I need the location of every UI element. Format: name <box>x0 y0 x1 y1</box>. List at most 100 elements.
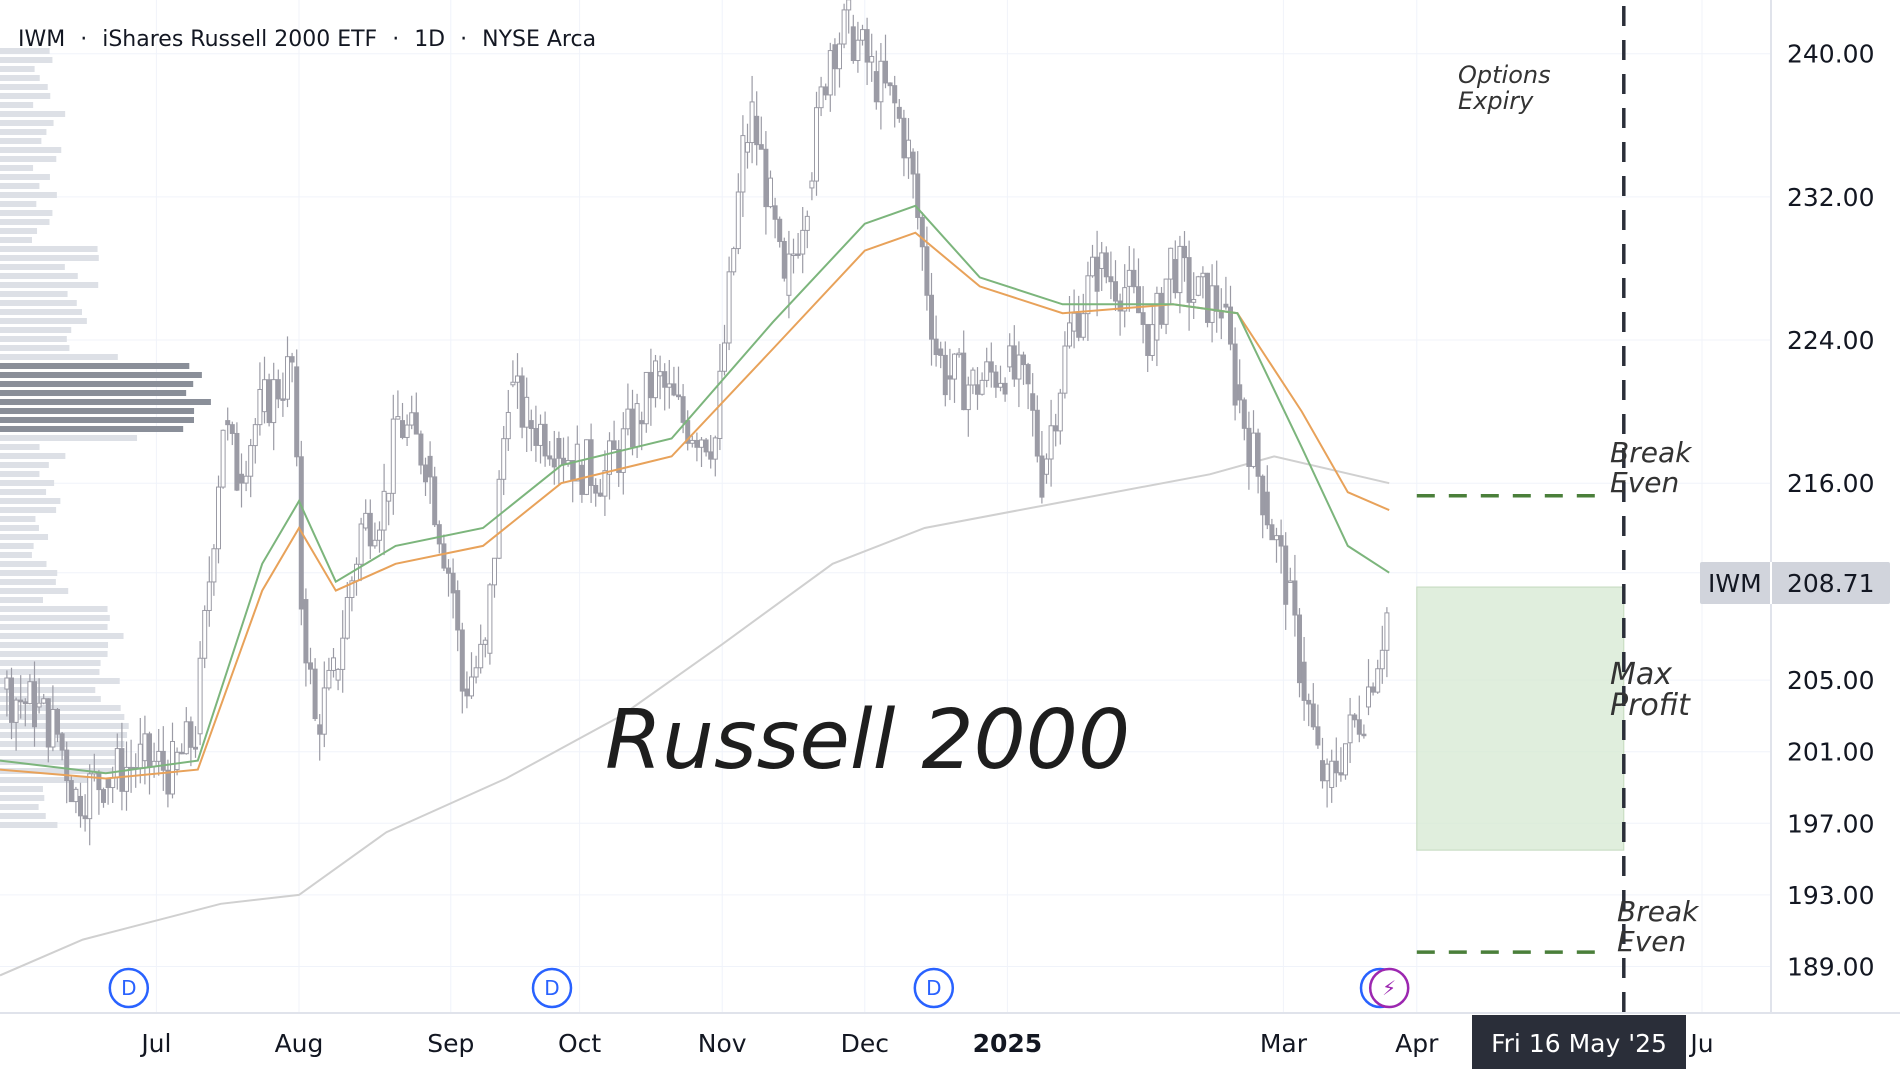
candle-body <box>694 439 700 448</box>
candle-body <box>1338 772 1344 776</box>
candle-body <box>533 427 539 446</box>
volume-profile-bar <box>0 300 77 306</box>
dividend-marker[interactable]: D <box>913 967 955 1009</box>
price-tick-label: 205.00 <box>1787 666 1874 695</box>
candle-body <box>763 148 769 208</box>
candle-body <box>1237 384 1243 401</box>
time-tick-label: Nov <box>698 1029 747 1058</box>
candle-body <box>1122 287 1128 312</box>
ema-short-line <box>0 204 1390 775</box>
candle-body <box>1274 535 1279 541</box>
sma-long-layer <box>0 455 1390 977</box>
candle-body <box>473 667 479 678</box>
candle-body <box>749 101 755 144</box>
candle-body <box>1108 276 1114 283</box>
price-tag-bg <box>1700 562 1890 604</box>
event-markers[interactable]: DDDD⚡ <box>108 967 1410 1009</box>
candle-body <box>1287 580 1293 583</box>
candle-body <box>335 668 341 681</box>
volume-profile-bar <box>0 705 121 711</box>
candle-body <box>551 458 557 468</box>
dividend-marker[interactable]: D <box>108 967 150 1009</box>
volume-profile-bar <box>0 381 194 387</box>
candle-body <box>832 44 838 70</box>
candle-body <box>101 789 106 803</box>
candle-body <box>377 529 382 541</box>
candle-body <box>846 0 852 11</box>
volume-profile-bar <box>0 399 211 405</box>
time-tick-label: 2025 <box>973 1029 1043 1058</box>
candle-body <box>1366 686 1371 708</box>
candle-body <box>961 352 967 411</box>
candle-body <box>1126 269 1132 287</box>
volume-profile-bar <box>0 318 87 324</box>
candle-body <box>482 639 488 645</box>
candle-body <box>768 177 773 208</box>
candle-body <box>556 437 562 459</box>
candle-body <box>55 708 60 735</box>
price-scale-panel[interactable] <box>1771 0 1900 1013</box>
dividend-marker[interactable]: D <box>531 967 573 1009</box>
volume-profile-bar <box>0 120 54 126</box>
volume-profile-bar <box>0 354 118 360</box>
volume-profile-bar <box>0 183 40 189</box>
candle-body <box>220 429 226 488</box>
candle-body <box>317 724 323 735</box>
candle-body <box>984 361 990 381</box>
time-tick-label: Jul <box>139 1029 171 1058</box>
candle-body <box>938 348 944 356</box>
earnings-marker[interactable]: ⚡ <box>1368 967 1410 1009</box>
candle-body <box>45 698 51 748</box>
candle-body <box>427 455 433 478</box>
candle-body <box>1214 285 1220 312</box>
candle-body <box>354 563 359 582</box>
volume-profile-bar <box>0 246 98 252</box>
candle-body <box>1301 661 1307 701</box>
volume-profile-bar <box>0 138 42 144</box>
volume-profile-bar <box>0 678 120 684</box>
candle-body <box>979 379 985 395</box>
candle-body <box>1076 312 1082 338</box>
candle-body <box>308 662 313 670</box>
candle-body <box>965 384 971 411</box>
volume-profile-bar <box>0 84 48 90</box>
crosshair-date-label: Fri 16 May '25 <box>1472 1015 1686 1069</box>
candle-body <box>956 352 962 356</box>
candle-body <box>947 375 953 380</box>
marker-label: ⚡ <box>1382 976 1396 1000</box>
candle-body <box>639 420 645 425</box>
candle-body <box>363 512 369 529</box>
candle-body <box>873 71 879 103</box>
volume-profile-bar <box>0 543 34 549</box>
volume-profile-bar <box>0 426 184 432</box>
volume-profile-bar <box>0 192 57 198</box>
candle-body <box>225 420 231 426</box>
candle-body <box>860 29 865 41</box>
candle-body <box>1094 256 1100 292</box>
candle-body <box>216 486 221 550</box>
volume-profile-bar <box>0 219 50 225</box>
candle-body <box>1320 760 1325 782</box>
candle-body <box>27 681 33 705</box>
candle-body <box>188 721 194 748</box>
candle-body <box>910 151 916 175</box>
price-tick-label: 193.00 <box>1787 881 1874 910</box>
candle-body <box>1131 269 1137 288</box>
candle-body <box>124 766 129 792</box>
candle-body <box>1379 649 1385 670</box>
candle-body <box>1016 354 1022 380</box>
candle-body <box>1030 393 1036 411</box>
volume-profile-bar <box>0 57 53 63</box>
volume-profile <box>0 48 211 828</box>
candle-body <box>800 229 806 255</box>
candle-body <box>864 29 870 63</box>
candle-body <box>1103 252 1109 278</box>
candle-body <box>1255 432 1261 477</box>
candle-body <box>1370 686 1376 693</box>
candle-body <box>409 412 415 426</box>
candle-body <box>326 669 332 689</box>
strategy-zone-layer <box>1416 494 1625 954</box>
candle-body <box>712 437 718 460</box>
candle-body <box>243 475 249 484</box>
